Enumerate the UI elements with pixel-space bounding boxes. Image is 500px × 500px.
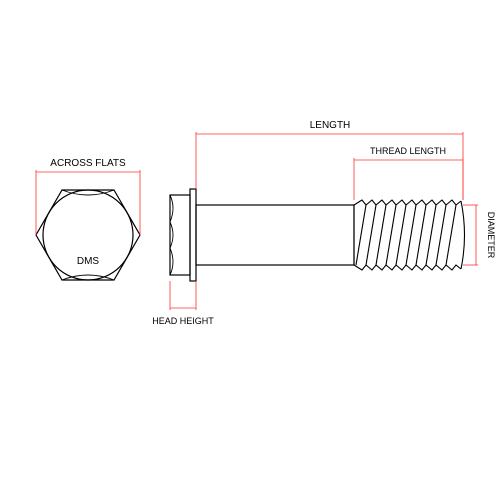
dms-label: DMS (77, 256, 100, 267)
length-dim (196, 132, 463, 200)
shank (196, 205, 354, 265)
bolt-head (170, 189, 196, 281)
across-flats-label: ACROSS FLATS (50, 158, 126, 169)
bolt-diagram: DMS ACROSS FLATS (0, 0, 500, 500)
head-height-dim (170, 281, 196, 310)
head-height-label: HEAD HEIGHT (152, 316, 214, 326)
thread-length-label: THREAD LENGTH (370, 146, 446, 156)
thread (354, 200, 465, 270)
thread-length-dim (354, 158, 463, 200)
diameter-label: DIAMETER (486, 212, 496, 259)
hex-head-front-view: DMS ACROSS FLATS (36, 158, 140, 280)
length-label: LENGTH (310, 120, 351, 131)
diameter-dim (463, 205, 478, 265)
across-flats-dim (36, 170, 140, 235)
bolt-side-view: LENGTH THREAD LENGTH HEAD HEIGHT DIAMETE… (152, 120, 496, 326)
